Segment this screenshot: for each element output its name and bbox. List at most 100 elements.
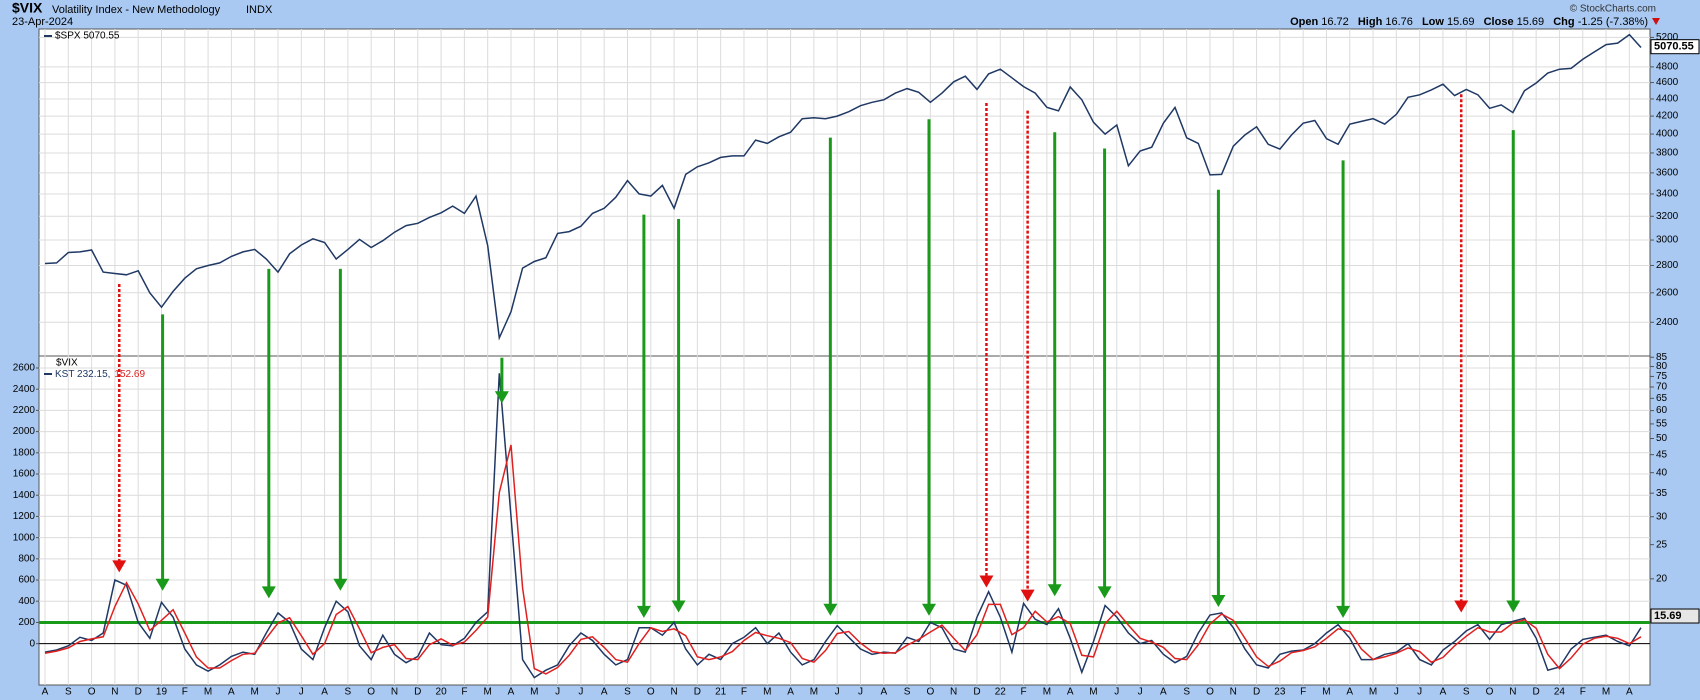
quote-value: 15.69	[1517, 16, 1545, 28]
y-tick-label: 5200	[1656, 32, 1679, 43]
exchange: INDX	[246, 4, 273, 16]
y2-tick-label: 45	[1656, 449, 1668, 460]
x-tick-label: J	[1394, 687, 1399, 698]
quote: Open 16.72 High 16.76 Low 15.69 Close 15…	[1290, 16, 1648, 28]
y-tick-label: 2200	[13, 405, 36, 416]
x-tick-label: J	[1138, 687, 1143, 698]
x-tick-label: J	[1114, 687, 1119, 698]
annotation-arrowhead	[1506, 600, 1521, 613]
x-tick-label: M	[1043, 687, 1051, 698]
annotation-arrowhead	[155, 578, 170, 591]
x-tick-label: M	[1369, 687, 1377, 698]
x-tick-label: 22	[995, 687, 1007, 698]
x-tick-label: J	[1417, 687, 1422, 698]
x-tick-label: J	[858, 687, 863, 698]
y-tick-label: 3000	[1656, 235, 1679, 246]
down-marker	[1652, 18, 1660, 25]
x-tick-label: N	[391, 687, 398, 698]
quote-value: 16.76	[1385, 16, 1413, 28]
plot-area	[38, 355, 1651, 686]
quote-label: Open	[1290, 16, 1318, 28]
x-tick-label: S	[65, 687, 72, 698]
x-tick-label: J	[578, 687, 583, 698]
panel-label: $VIX	[56, 358, 78, 369]
x-tick-label: 19	[156, 687, 168, 698]
x-tick-label: A	[601, 687, 608, 698]
x-tick-label: M	[530, 687, 538, 698]
value-tag-label: 15.69	[1654, 610, 1682, 622]
x-tick-label: S	[904, 687, 911, 698]
x-tick-label: A	[1346, 687, 1353, 698]
y-tick-label: 1600	[13, 469, 36, 480]
x-tick-label: D	[1253, 687, 1260, 698]
x-tick-label: M	[763, 687, 771, 698]
y-tick-label: 600	[18, 575, 35, 586]
annotation-arrowhead	[333, 578, 348, 591]
x-tick-label: M	[810, 687, 818, 698]
x-tick-label: A	[1440, 687, 1447, 698]
x-tick-label: 21	[715, 687, 727, 698]
legend-label: 152.69	[114, 369, 145, 380]
x-tick-label: N	[111, 687, 118, 698]
x-tick-label: J	[299, 687, 304, 698]
quote-label: Chg	[1553, 16, 1574, 28]
y-tick-label: 4400	[1656, 94, 1679, 105]
x-tick-label: S	[1463, 687, 1470, 698]
x-tick-label: M	[1322, 687, 1330, 698]
y2-tick-label: 25	[1656, 539, 1668, 550]
y2-tick-label: 65	[1656, 393, 1668, 404]
x-tick-label: N	[670, 687, 677, 698]
legend-label: $SPX 5070.55	[55, 31, 120, 42]
annotation-arrowhead	[636, 605, 651, 618]
quote-value: 16.72	[1321, 16, 1349, 28]
x-tick-label: S	[1183, 687, 1190, 698]
x-tick-label: F	[741, 687, 747, 698]
x-tick-label: O	[1206, 687, 1214, 698]
y-tick-label: 200	[18, 617, 35, 628]
y-tick-label: 1200	[13, 511, 36, 522]
x-tick-label: J	[835, 687, 840, 698]
x-tick-label: A	[1067, 687, 1074, 698]
x-tick-label: A	[1626, 687, 1633, 698]
quote-value: -1.25 (-7.38%)	[1578, 16, 1648, 28]
x-tick-label: A	[228, 687, 235, 698]
annotation-arrowhead	[1454, 600, 1469, 613]
value-tag	[1650, 608, 1700, 624]
y-tick-label: 3600	[1656, 168, 1679, 179]
x-tick-label: D	[694, 687, 701, 698]
y-tick-label: 2600	[1656, 287, 1679, 298]
y-tick-label: 2000	[13, 426, 36, 437]
quote-label: Close	[1484, 16, 1514, 28]
x-tick-label: A	[787, 687, 794, 698]
y-tick-label: 3400	[1656, 189, 1679, 200]
y-tick-label: 2600	[13, 363, 36, 374]
x-tick-label: J	[555, 687, 560, 698]
x-tick-label: J	[275, 687, 280, 698]
y2-tick-label: 30	[1656, 511, 1668, 522]
y2-tick-label: 70	[1656, 382, 1668, 393]
y-tick-label: 4000	[1656, 129, 1679, 140]
y-tick-label: 3800	[1656, 148, 1679, 159]
y-tick-label: 1800	[13, 447, 36, 458]
x-tick-label: M	[484, 687, 492, 698]
quote-value: 15.69	[1447, 16, 1475, 28]
x-tick-label: N	[1230, 687, 1237, 698]
symbol: $VIX	[12, 0, 43, 16]
y-tick-label: 1400	[13, 490, 36, 501]
y-tick-label: 4600	[1656, 77, 1679, 88]
date: 23-Apr-2024	[12, 16, 73, 28]
x-tick-label: D	[973, 687, 980, 698]
annotation-arrowhead	[1047, 584, 1062, 597]
y-tick-label: 4200	[1656, 111, 1679, 122]
x-tick-label: A	[880, 687, 887, 698]
x-tick-label: 20	[436, 687, 448, 698]
y2-tick-label: 85	[1656, 352, 1668, 363]
x-tick-label: A	[1160, 687, 1167, 698]
x-tick-label: 24	[1554, 687, 1566, 698]
y-tick-label: 4800	[1656, 62, 1679, 73]
annotation-arrowhead	[494, 391, 509, 404]
y-tick-label: 1000	[13, 532, 36, 543]
y2-tick-label: 50	[1656, 433, 1668, 444]
x-tick-label: M	[204, 687, 212, 698]
